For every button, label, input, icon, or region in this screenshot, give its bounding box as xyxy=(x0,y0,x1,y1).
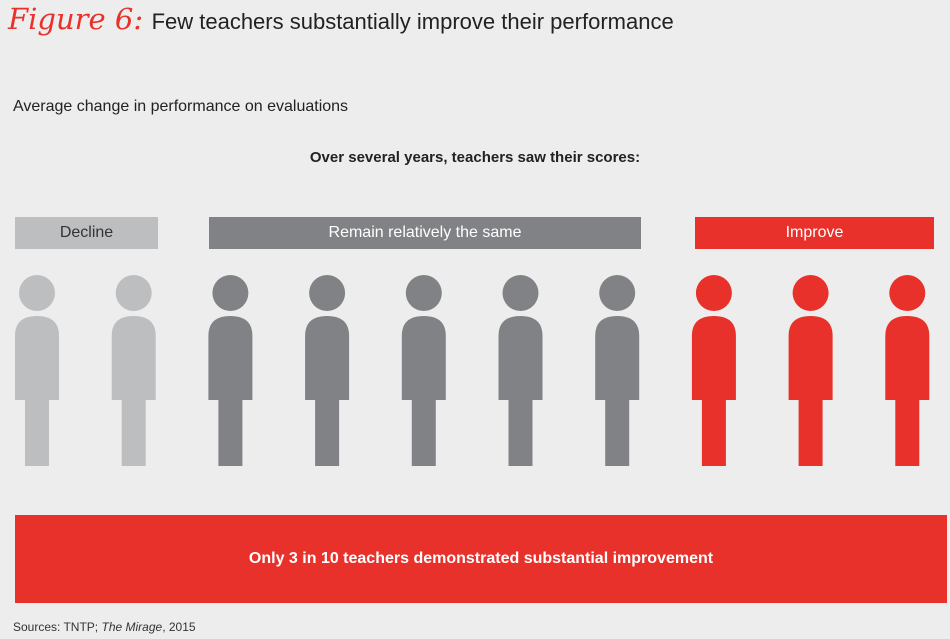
figure-label: Figure 6: xyxy=(8,2,144,36)
person-icon-improve xyxy=(691,275,736,466)
category-label-improve: Improve xyxy=(695,217,934,249)
person-icon-improve xyxy=(788,275,833,466)
sources-suffix: , 2015 xyxy=(162,620,196,634)
sources-note: Sources: TNTP; The Mirage, 2015 xyxy=(13,620,196,634)
sources-prefix: Sources: TNTP; xyxy=(13,620,102,634)
summary-banner: Only 3 in 10 teachers demonstrated subst… xyxy=(15,515,947,603)
summary-banner-text: Only 3 in 10 teachers demonstrated subst… xyxy=(248,550,714,567)
category-label-same: Remain relatively the same xyxy=(209,217,641,249)
person-icon-same xyxy=(305,275,350,466)
sources-title: The Mirage xyxy=(101,620,163,634)
pictogram-area xyxy=(15,275,930,466)
person-icon-improve xyxy=(885,275,930,466)
person-icon-decline xyxy=(111,275,156,466)
chart-subtitle: Average change in performance on evaluat… xyxy=(13,98,349,115)
figure-title: Figure 6: Few teachers substantially imp… xyxy=(8,2,674,36)
chart-header: Over several years, teachers saw their s… xyxy=(309,149,641,166)
chart-title: Few teachers substantially improve their… xyxy=(151,9,674,34)
person-icon-same xyxy=(498,275,543,466)
person-icon-decline xyxy=(15,275,59,466)
person-icon-same xyxy=(208,275,253,466)
person-icon-same xyxy=(595,275,640,466)
person-icon-same xyxy=(401,275,446,466)
category-label-decline: Decline xyxy=(15,217,158,249)
